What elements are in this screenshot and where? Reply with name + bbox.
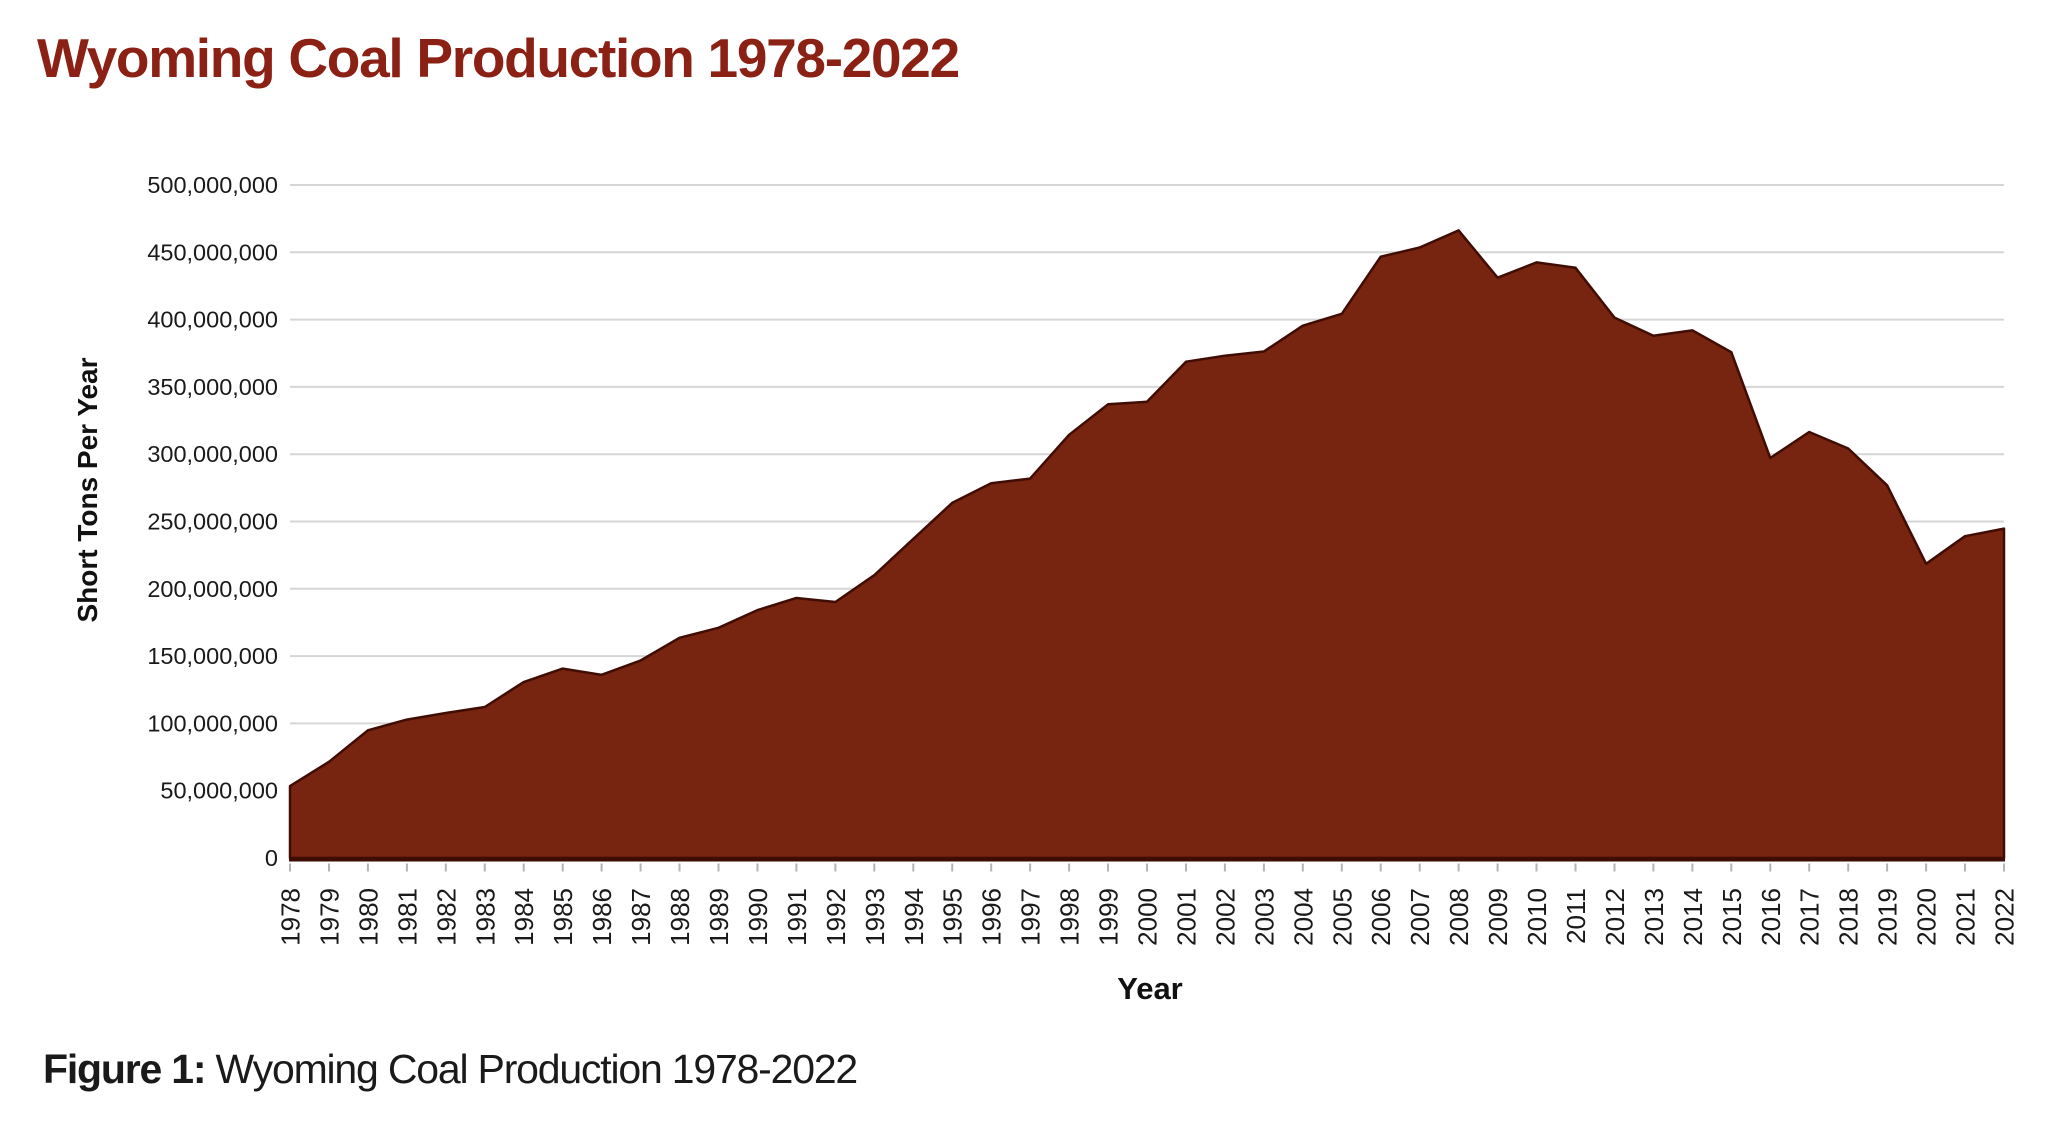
svg-text:1986: 1986 bbox=[587, 888, 617, 946]
svg-text:1999: 1999 bbox=[1094, 888, 1124, 946]
svg-text:1989: 1989 bbox=[704, 888, 734, 946]
svg-text:2021: 2021 bbox=[1951, 888, 1981, 946]
svg-text:1978: 1978 bbox=[276, 888, 306, 946]
svg-text:2005: 2005 bbox=[1327, 888, 1357, 946]
svg-text:1979: 1979 bbox=[315, 888, 345, 946]
svg-text:450,000,000: 450,000,000 bbox=[147, 239, 278, 265]
svg-text:1980: 1980 bbox=[353, 888, 383, 946]
svg-text:Year: Year bbox=[1117, 971, 1183, 1006]
svg-text:2020: 2020 bbox=[1912, 888, 1942, 946]
svg-text:2018: 2018 bbox=[1834, 888, 1864, 946]
svg-text:1993: 1993 bbox=[860, 888, 890, 946]
svg-text:2000: 2000 bbox=[1133, 888, 1163, 946]
svg-text:2012: 2012 bbox=[1600, 888, 1630, 946]
svg-text:1981: 1981 bbox=[392, 888, 422, 946]
svg-text:2022: 2022 bbox=[1990, 888, 2020, 946]
svg-text:2006: 2006 bbox=[1366, 888, 1396, 946]
svg-text:1982: 1982 bbox=[431, 888, 461, 946]
svg-text:2014: 2014 bbox=[1678, 888, 1708, 946]
svg-text:0: 0 bbox=[265, 845, 278, 871]
svg-text:2007: 2007 bbox=[1405, 888, 1435, 946]
svg-text:2009: 2009 bbox=[1483, 888, 1513, 946]
svg-text:2003: 2003 bbox=[1249, 888, 1279, 946]
svg-text:2017: 2017 bbox=[1795, 888, 1825, 946]
svg-text:1983: 1983 bbox=[470, 888, 500, 946]
svg-text:1996: 1996 bbox=[977, 888, 1007, 946]
svg-text:1992: 1992 bbox=[821, 888, 851, 946]
svg-text:50,000,000: 50,000,000 bbox=[160, 778, 278, 804]
svg-text:2008: 2008 bbox=[1444, 888, 1474, 946]
svg-text:350,000,000: 350,000,000 bbox=[147, 374, 278, 400]
svg-text:Figure 1: Wyoming Coal Product: Figure 1: Wyoming Coal Production 1978-2… bbox=[43, 1046, 857, 1092]
svg-text:2019: 2019 bbox=[1873, 888, 1903, 946]
svg-text:1990: 1990 bbox=[743, 888, 773, 946]
svg-text:2001: 2001 bbox=[1172, 888, 1202, 946]
svg-text:2015: 2015 bbox=[1717, 888, 1747, 946]
svg-text:1997: 1997 bbox=[1016, 888, 1046, 946]
svg-text:1991: 1991 bbox=[782, 888, 812, 946]
svg-text:1984: 1984 bbox=[509, 888, 539, 946]
svg-text:2010: 2010 bbox=[1522, 888, 1552, 946]
svg-text:2016: 2016 bbox=[1756, 888, 1786, 946]
svg-text:500,000,000: 500,000,000 bbox=[147, 172, 278, 198]
svg-text:1985: 1985 bbox=[548, 888, 578, 946]
svg-text:1987: 1987 bbox=[626, 888, 656, 946]
svg-text:2011: 2011 bbox=[1561, 888, 1591, 944]
svg-text:150,000,000: 150,000,000 bbox=[147, 643, 278, 669]
svg-text:Short Tons Per Year: Short Tons Per Year bbox=[72, 357, 103, 622]
svg-text:300,000,000: 300,000,000 bbox=[147, 441, 278, 467]
svg-text:400,000,000: 400,000,000 bbox=[147, 307, 278, 333]
svg-text:200,000,000: 200,000,000 bbox=[147, 576, 278, 602]
svg-text:Wyoming Coal Production 1978-2: Wyoming Coal Production 1978-2022 bbox=[37, 27, 959, 89]
svg-text:1988: 1988 bbox=[665, 888, 695, 946]
svg-text:1998: 1998 bbox=[1055, 888, 1085, 946]
svg-text:1994: 1994 bbox=[899, 888, 929, 946]
svg-text:1995: 1995 bbox=[938, 888, 968, 946]
svg-text:2004: 2004 bbox=[1288, 888, 1318, 946]
svg-text:2002: 2002 bbox=[1210, 888, 1240, 946]
svg-text:100,000,000: 100,000,000 bbox=[147, 710, 278, 736]
svg-text:250,000,000: 250,000,000 bbox=[147, 509, 278, 535]
svg-text:2013: 2013 bbox=[1639, 888, 1669, 946]
